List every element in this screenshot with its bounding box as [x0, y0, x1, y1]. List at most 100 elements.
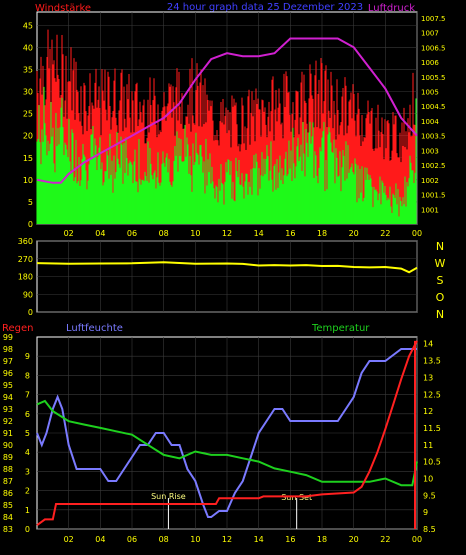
x-tick-label: 00: [412, 229, 422, 238]
wind-tick-label: 15: [23, 154, 33, 163]
humidity-tick-label: 94: [3, 393, 13, 402]
pressure-tick-label: 1004: [421, 118, 439, 126]
rain-tick-label: 7: [25, 391, 30, 400]
direction-tick-label: 180: [18, 273, 33, 282]
wind-axis-title: Windstärke: [35, 3, 91, 14]
x-tick-label: 18: [317, 229, 327, 238]
sunrise-label: Sun Rise: [151, 492, 186, 501]
humidity-tick-label: 86: [3, 489, 13, 498]
wind-tick-label: 5: [28, 198, 33, 207]
x-tick-label: 02: [64, 535, 74, 544]
pressure-tick-label: 1002: [421, 177, 439, 185]
rain-tick-label: 6: [25, 410, 30, 419]
x-tick-label: 06: [127, 535, 137, 544]
pressure-tick-label: 1007: [421, 30, 439, 38]
humidity-tick-label: 91: [3, 429, 13, 438]
rain-tick-label: 8: [25, 371, 30, 380]
pressure-tick-label: 1004.5: [421, 103, 446, 111]
humidity-axis-title: Luftfeuchte: [66, 323, 123, 334]
humidity-tick-label: 89: [3, 453, 13, 462]
x-tick-label: 16: [285, 535, 295, 544]
temperature-tick-label: 12: [423, 407, 433, 416]
compass-letter: N: [436, 308, 444, 321]
temperature-tick-label: 10: [423, 474, 433, 483]
temperature-tick-label: 12.5: [423, 390, 441, 399]
wind-tick-label: 25: [23, 110, 33, 119]
humidity-tick-label: 95: [3, 381, 13, 390]
x-tick-label: 04: [95, 229, 105, 238]
x-tick-label: 10: [190, 229, 200, 238]
pressure-tick-label: 1005.5: [421, 74, 446, 82]
x-tick-label: 06: [127, 229, 137, 238]
humidity-tick-label: 90: [3, 441, 13, 450]
pressure-line: [36, 37, 418, 184]
pressure-tick-label: 1007.5: [421, 15, 446, 23]
pressure-tick-label: 1006: [421, 59, 439, 67]
wind-tick-label: 40: [23, 43, 33, 52]
rain-tick-label: 5: [25, 429, 30, 438]
rain-line: [36, 340, 418, 527]
direction-tick-label: 360: [18, 237, 33, 246]
pressure-tick-label: 1006.5: [421, 44, 446, 52]
humidity-tick-label: 99: [3, 333, 13, 342]
temperature-tick-label: 11: [423, 441, 433, 450]
wind-tick-label: 0: [28, 220, 33, 229]
humidity-tick-label: 87: [3, 477, 13, 486]
wind-tick-label: 30: [23, 88, 33, 97]
x-tick-label: 14: [254, 229, 264, 238]
x-tick-label: 18: [317, 535, 327, 544]
humidity-tick-label: 92: [3, 417, 13, 426]
rain-tick-label: 2: [25, 487, 30, 496]
humidity-tick-label: 98: [3, 345, 13, 354]
rain-humidity-temperature-panel: Sun Rise Sun Set 012345678983848586878889…: [3, 333, 441, 544]
x-tick-label: 12: [222, 229, 232, 238]
x-tick-label: 22: [380, 229, 390, 238]
rain-tick-label: 1: [25, 506, 30, 515]
humidity-tick-label: 93: [3, 405, 13, 414]
temperature-tick-label: 14: [423, 340, 433, 349]
x-tick-label: 14: [254, 535, 264, 544]
compass-letter: N: [436, 240, 444, 253]
humidity-tick-label: 96: [3, 369, 13, 378]
temperature-tick-label: 11.5: [423, 424, 441, 433]
pressure-tick-label: 1002.5: [421, 162, 446, 170]
direction-tick-label: 270: [18, 255, 33, 264]
temperature-axis-title: Temperatur: [311, 323, 370, 334]
sunset-label: Sun Set: [281, 493, 312, 502]
x-tick-label: 22: [380, 535, 390, 544]
pressure-tick-label: 1001.5: [421, 192, 446, 200]
direction-tick-label: 0: [28, 308, 33, 317]
x-tick-label: 08: [159, 535, 169, 544]
temperature-tick-label: 13: [423, 373, 433, 382]
humidity-tick-label: 97: [3, 357, 13, 366]
wind-tick-label: 45: [23, 21, 33, 30]
compass-letter: O: [436, 291, 445, 304]
rain-tick-label: 4: [25, 448, 30, 457]
x-tick-label: 00: [412, 535, 422, 544]
compass-letter: W: [435, 257, 446, 270]
temperature-tick-label: 10.5: [423, 458, 441, 467]
pressure-tick-label: 1003.5: [421, 133, 446, 141]
rain-tick-label: 0: [25, 525, 30, 534]
pressure-tick-label: 1003: [421, 147, 439, 155]
x-tick-label: 20: [349, 535, 359, 544]
pressure-axis-title: Luftdruck: [368, 3, 415, 14]
temperature-tick-label: 9.5: [423, 491, 436, 500]
wind-tick-label: 20: [23, 132, 33, 141]
rain-tick-label: 9: [25, 352, 30, 361]
x-tick-label: 16: [285, 229, 295, 238]
humidity-tick-label: 88: [3, 465, 13, 474]
x-tick-label: 02: [64, 229, 74, 238]
temperature-tick-label: 13.5: [423, 357, 441, 366]
temperature-tick-label: 8.5: [423, 525, 436, 534]
x-tick-label: 08: [159, 229, 169, 238]
humidity-tick-label: 85: [3, 501, 13, 510]
temperature-tick-label: 9: [423, 508, 428, 517]
graph-title: 24 hour graph data 25 Dezember 2023: [167, 2, 363, 13]
humidity-tick-label: 84: [3, 513, 13, 522]
wind-tick-label: 35: [23, 65, 33, 74]
pressure-tick-label: 1001: [421, 206, 439, 214]
x-tick-label: 10: [190, 535, 200, 544]
